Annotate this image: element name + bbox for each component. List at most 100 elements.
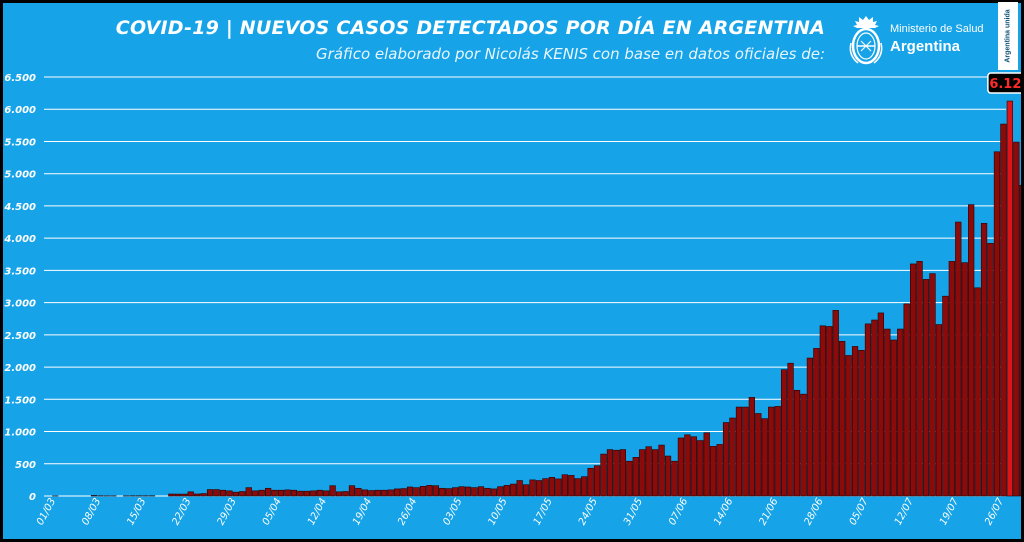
y-tick-label: 6.000	[4, 105, 36, 116]
peak-label: 6.127	[989, 77, 1021, 92]
bar	[651, 449, 659, 497]
bar	[194, 493, 201, 497]
bar	[826, 326, 833, 497]
bar	[600, 453, 607, 497]
bar	[819, 325, 826, 497]
bar	[722, 422, 730, 497]
bar	[226, 490, 233, 497]
bar	[684, 434, 691, 497]
y-tick-label: 2.500	[4, 331, 36, 342]
y-tick-label: 1.000	[4, 428, 36, 439]
y-tick-label: 5.000	[4, 170, 36, 181]
x-tick-label: 03/05	[441, 497, 464, 528]
bar	[871, 319, 878, 497]
bar	[658, 444, 665, 497]
bar	[348, 485, 356, 497]
bar	[593, 465, 601, 497]
bar	[90, 495, 98, 497]
argentina-unida-text: Argentina unida	[1004, 9, 1012, 63]
bar	[948, 261, 955, 497]
bar	[355, 487, 362, 497]
ministerio-logo: Ministerio de Salud Argentina	[846, 13, 996, 69]
bar	[929, 273, 936, 497]
bar	[897, 328, 904, 497]
bar	[1000, 123, 1007, 497]
bar	[619, 449, 626, 497]
bar	[858, 350, 865, 497]
bar	[258, 489, 265, 497]
bar	[426, 485, 433, 497]
bar	[671, 460, 678, 497]
bar	[780, 369, 788, 497]
bar	[1013, 141, 1020, 497]
bar	[729, 417, 736, 497]
bar	[393, 488, 401, 497]
bar	[755, 413, 762, 497]
bar	[626, 460, 633, 497]
bar	[277, 489, 285, 497]
bar	[471, 487, 478, 497]
bar	[284, 489, 291, 497]
bar	[374, 489, 381, 497]
bar	[310, 490, 317, 497]
bar	[477, 486, 485, 497]
bar	[329, 485, 336, 497]
y-tick-label: 2.000	[4, 363, 36, 374]
bar	[555, 478, 562, 497]
bar	[710, 446, 717, 497]
bar	[181, 493, 188, 497]
bar	[264, 487, 272, 497]
bar	[290, 489, 298, 497]
bar	[664, 455, 672, 497]
bar	[884, 328, 891, 497]
bar	[406, 486, 414, 497]
x-tick-label: 01/03	[35, 497, 58, 528]
bar	[839, 340, 846, 497]
x-tick-label: 08/03	[80, 497, 103, 528]
bar	[574, 478, 581, 497]
y-tick-label: 1.500	[4, 395, 36, 406]
y-tick-label: 5.500	[4, 137, 36, 148]
bar	[490, 488, 497, 497]
bar	[419, 486, 427, 497]
bar	[851, 346, 859, 497]
bar	[587, 467, 594, 497]
bar	[561, 474, 568, 497]
bar	[387, 489, 394, 497]
bar	[935, 324, 943, 497]
bar	[922, 279, 930, 497]
bar	[432, 485, 439, 497]
bar	[955, 221, 962, 497]
x-tick-label: 31/05	[622, 497, 645, 528]
bar	[845, 355, 852, 497]
bar	[413, 487, 420, 497]
x-tick-label: 19/07	[938, 496, 962, 527]
peak-bar	[1006, 100, 1013, 497]
bar	[606, 449, 614, 497]
bar	[200, 493, 207, 497]
bar	[516, 480, 523, 497]
bar	[761, 418, 768, 497]
x-tick-label: 15/03	[125, 497, 148, 528]
bar	[510, 483, 517, 497]
logo-argentina-text: Argentina	[890, 38, 961, 55]
bar	[716, 444, 723, 497]
bar	[548, 477, 556, 497]
bar	[909, 263, 917, 497]
x-tick-label: 07/06	[667, 497, 690, 528]
bar	[213, 489, 220, 497]
x-tick-label: 26/04	[396, 497, 419, 528]
x-tick-label: 12/07	[893, 496, 917, 527]
chart-panel: 0 500 1.000 1.500 2.000 2.500 3.000 3.500 4.000 4…	[3, 3, 1021, 539]
bar-chart: 0 500 1.000 1.500 2.000 2.500 3.000 3.500 4.000 4…	[3, 72, 1021, 528]
x-tick-label: 17/05	[532, 497, 555, 528]
bar	[961, 262, 968, 497]
bar	[439, 487, 446, 497]
bar	[381, 489, 388, 497]
bar	[497, 486, 504, 497]
y-tick-label: 4.000	[3, 234, 36, 245]
bar	[503, 485, 510, 497]
argentina-unida-badge: Argentina unida	[998, 2, 1018, 70]
bar	[877, 312, 884, 497]
y-tick-label: 0	[29, 492, 36, 503]
